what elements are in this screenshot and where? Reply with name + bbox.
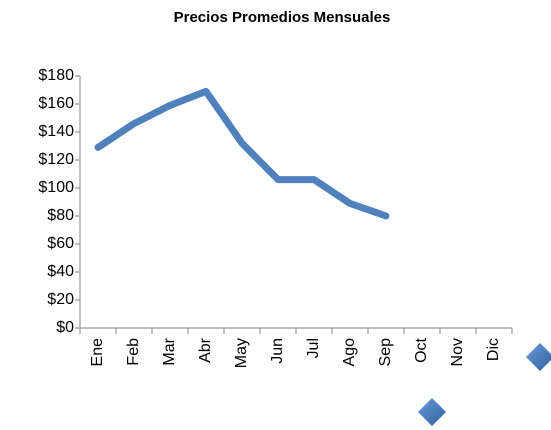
x-tick-label: Ago xyxy=(341,338,358,367)
y-tick-label: $60 xyxy=(47,235,74,252)
x-tick-label: Dic xyxy=(485,338,502,361)
x-tick-label: Oct xyxy=(413,337,430,362)
y-tick-label: $0 xyxy=(56,319,74,336)
decoration-diamond xyxy=(418,398,446,426)
y-tick-label: $40 xyxy=(47,263,74,280)
x-tick-label: Feb xyxy=(125,338,142,366)
y-tick-label: $180 xyxy=(38,67,74,84)
x-tick-label: Sep xyxy=(377,338,394,367)
x-tick-label: Jul xyxy=(305,338,322,358)
y-tick-label: $80 xyxy=(47,207,74,224)
x-tick-label: Abr xyxy=(197,337,214,363)
data-line xyxy=(94,87,390,220)
y-tick-label: $120 xyxy=(38,151,74,168)
x-tick-label: Nov xyxy=(449,338,466,366)
y-tick-label: $20 xyxy=(47,291,74,308)
chart-title: Precios Promedios Mensuales xyxy=(174,9,391,26)
x-tick-label: Mar xyxy=(161,337,178,365)
x-tick-label: Jun xyxy=(269,338,286,364)
x-tick-label: May xyxy=(233,338,250,368)
y-tick-label: $100 xyxy=(38,179,74,196)
y-tick-label: $140 xyxy=(38,123,74,140)
y-tick-label: $160 xyxy=(38,95,74,112)
x-tick-label: Ene xyxy=(89,338,106,367)
decoration-diamond xyxy=(526,343,551,371)
